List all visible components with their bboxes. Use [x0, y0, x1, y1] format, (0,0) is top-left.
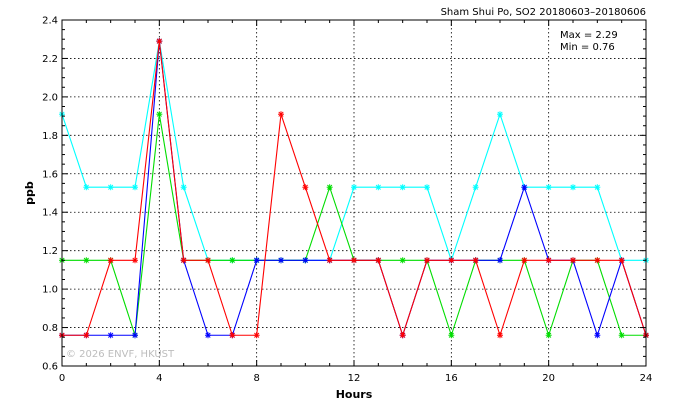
- data-point: [594, 257, 601, 264]
- y-tick-label: 0.6: [42, 362, 58, 373]
- y-tick-label: 1.0: [42, 285, 58, 296]
- data-point: [180, 257, 187, 264]
- data-point: [472, 257, 479, 264]
- x-tick-label: 8: [253, 373, 259, 384]
- data-point: [326, 184, 333, 191]
- data-point: [424, 257, 430, 264]
- data-point: [83, 184, 90, 191]
- data-point: [472, 184, 479, 191]
- data-point: [399, 184, 406, 191]
- x-tick-label: 24: [640, 373, 653, 384]
- data-point: [448, 257, 455, 264]
- data-point: [594, 184, 601, 191]
- chart-title: Sham Shui Po, SO2 20180603–20180606: [441, 7, 646, 18]
- data-point: [107, 257, 114, 264]
- y-tick-label: 1.4: [42, 208, 58, 219]
- data-point: [156, 38, 163, 45]
- min-annotation: Min = 0.76: [560, 42, 615, 53]
- data-point: [618, 257, 625, 264]
- data-point: [375, 257, 382, 264]
- y-tick-label: 2.4: [42, 16, 58, 27]
- data-point: [83, 332, 90, 339]
- data-point: [497, 332, 503, 339]
- max-annotation: Max = 2.29: [560, 30, 618, 41]
- data-point: [351, 257, 357, 264]
- y-tick-label: 1.2: [42, 246, 58, 257]
- data-point: [570, 257, 576, 264]
- data-point: [351, 184, 357, 191]
- y-tick-label: 0.8: [42, 323, 58, 334]
- data-point: [302, 257, 309, 264]
- x-tick-label: 20: [542, 373, 555, 384]
- data-point: [375, 184, 382, 191]
- data-point: [278, 111, 284, 118]
- data-point: [545, 332, 552, 339]
- data-point: [570, 184, 576, 191]
- data-point: [83, 257, 90, 264]
- data-point: [424, 184, 430, 191]
- x-axis-label: Hours: [336, 388, 373, 401]
- data-point: [132, 332, 138, 339]
- y-tick-label: 1.6: [42, 169, 58, 180]
- data-point: [399, 332, 406, 339]
- data-point: [497, 257, 503, 264]
- data-point: [497, 111, 503, 118]
- data-point: [253, 332, 260, 339]
- data-point: [229, 332, 236, 339]
- watermark: © 2026 ENVF, HKUST: [66, 349, 175, 360]
- data-point: [448, 332, 455, 339]
- y-axis-label: ppb: [23, 181, 36, 205]
- data-point: [107, 184, 114, 191]
- data-point: [156, 111, 163, 118]
- gridlines: [62, 20, 646, 366]
- data-point: [302, 184, 309, 191]
- x-tick-label: 0: [59, 373, 65, 384]
- data-point: [326, 257, 333, 264]
- data-point: [594, 332, 601, 339]
- data-point: [180, 184, 187, 191]
- x-tick-label: 12: [348, 373, 361, 384]
- series-line: [61, 41, 646, 263]
- data-point: [545, 184, 552, 191]
- data-point: [205, 257, 211, 264]
- data-point: [521, 184, 528, 191]
- data-point: [132, 257, 138, 264]
- data-point: [132, 184, 138, 191]
- series-layer: [59, 38, 649, 339]
- y-tick-label: 2.0: [42, 92, 58, 103]
- x-tick-label: 4: [156, 373, 162, 384]
- data-point: [205, 332, 211, 339]
- data-point: [253, 257, 260, 264]
- y-tick-label: 2.2: [42, 54, 58, 65]
- data-point: [521, 257, 528, 264]
- data-point: [545, 257, 552, 264]
- data-point: [618, 332, 625, 339]
- data-point: [278, 257, 284, 264]
- data-point: [229, 257, 236, 264]
- axes: 0 4 8 12 16 20 24 0.6 0.8 1.0 1.2 1.4 1.6 1.8 2.0 2.2 2.…: [42, 16, 652, 385]
- data-point: [107, 332, 114, 339]
- x-tick-label: 16: [445, 373, 458, 384]
- y-tick-label: 1.8: [42, 131, 58, 142]
- data-point: [399, 257, 406, 264]
